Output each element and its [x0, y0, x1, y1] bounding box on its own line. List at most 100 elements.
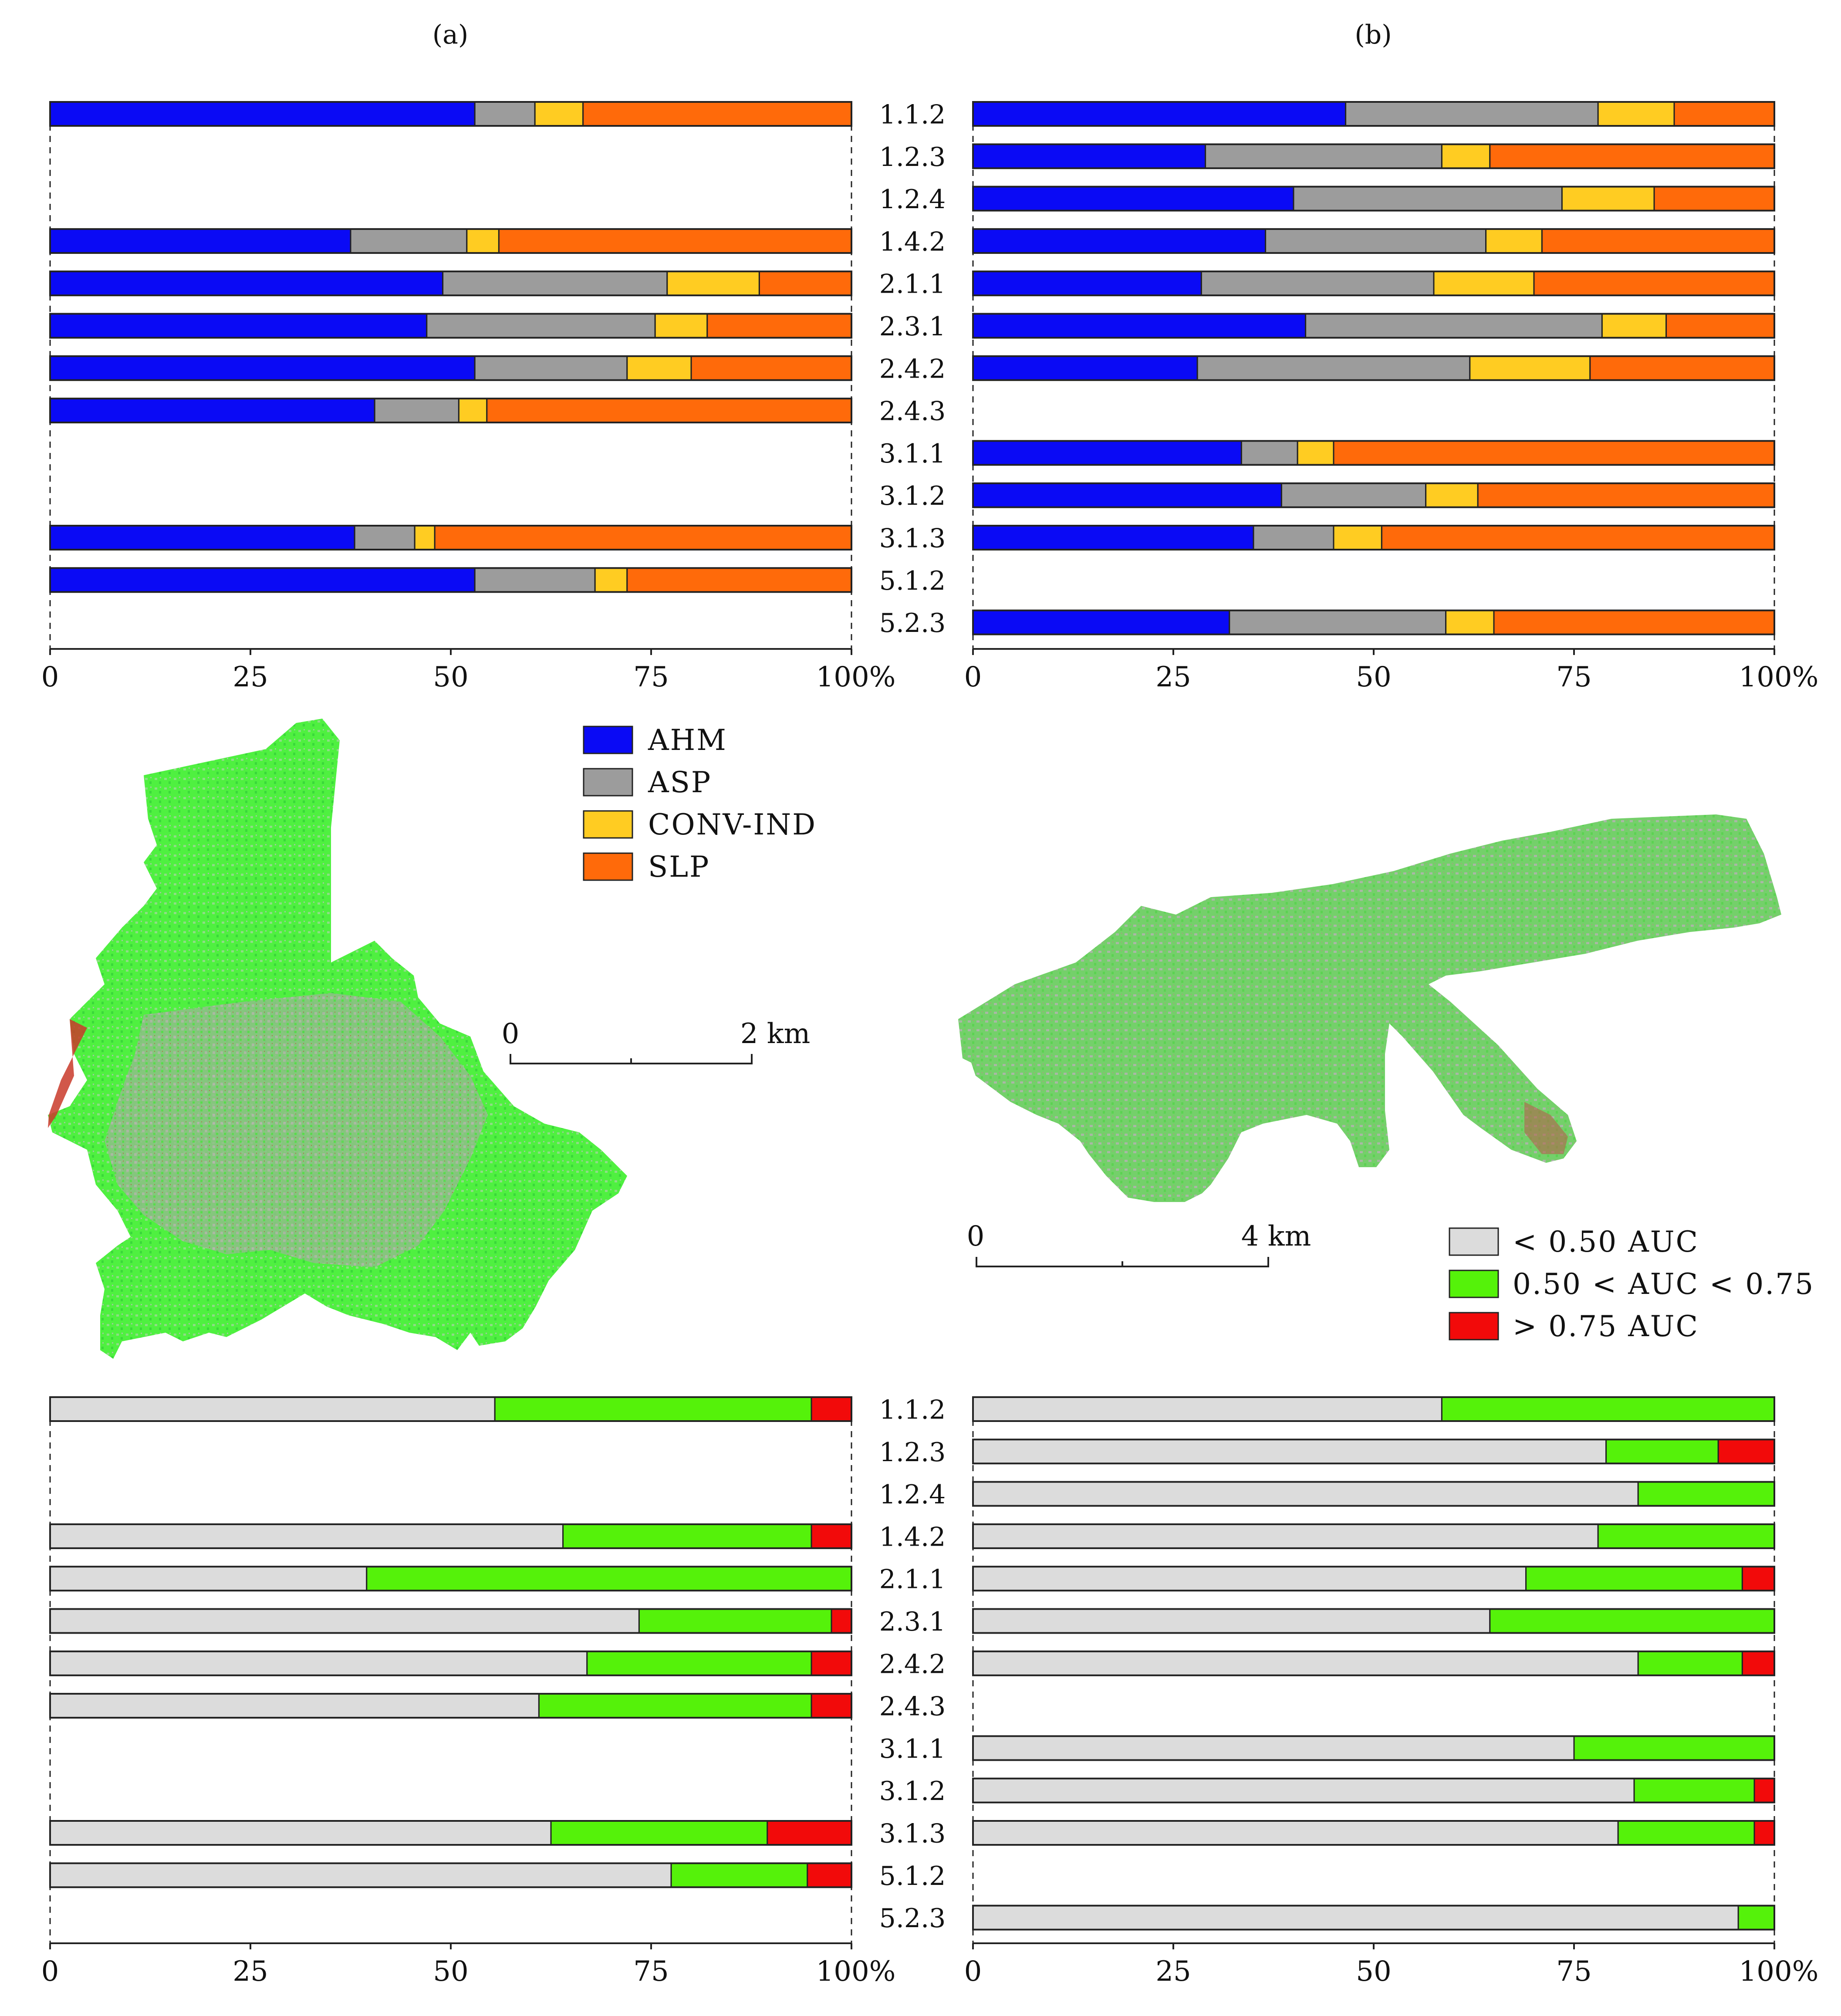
bar-b-top-1-4-2-slp	[1541, 228, 1775, 254]
bar-outline-b-top-1-1-2	[972, 101, 1775, 127]
bar-b-top-3-1-1-asp	[1240, 440, 1298, 466]
bar-a-bottom-2-4-3-0-50-auc	[49, 1693, 540, 1719]
category-label-5-1-2: 5.1.2	[879, 1861, 946, 1891]
bar-b-top-3-1-2-slp	[1477, 483, 1775, 508]
x-tick-label-a-top-3: 75	[633, 661, 669, 693]
bar-a-top-1-4-2-ahm	[49, 228, 351, 254]
legend-label-lt050: < 0.50 AUC	[1513, 1225, 1699, 1259]
bar-b-top-3-1-3-ahm	[972, 525, 1254, 550]
category-label-3-1-2: 3.1.2	[879, 481, 946, 511]
bar-b-top-5-2-3-ahm	[972, 610, 1230, 635]
map-a-river-edge	[48, 1019, 87, 1128]
bar-b-top-1-1-2-conv-ind	[1597, 101, 1675, 127]
bar-outline-b-bottom-1-2-4	[972, 1481, 1775, 1507]
bar-b-bottom-2-4-2-0-50-auc-0-75	[1637, 1651, 1743, 1676]
bar-a-top-5-1-2-slp	[626, 567, 852, 593]
legend-swatch-ahm	[583, 726, 633, 754]
bar-outline-b-top-1-2-4	[972, 186, 1775, 212]
bar-b-top-3-1-3-conv-ind	[1333, 525, 1382, 550]
legend-item-ahm: AHM	[583, 723, 726, 757]
legend-item-lt050: < 0.50 AUC	[1449, 1225, 1699, 1259]
bar-a-top-2-4-2-conv-ind	[626, 355, 692, 381]
bar-b-top-3-1-3-asp	[1253, 525, 1334, 550]
bar-outline-a-top-2-3-1	[49, 313, 852, 339]
map-b-hotspot	[1524, 1102, 1568, 1154]
bar-a-bottom-2-3-1-0-50-auc-0-75	[638, 1608, 832, 1634]
bar-a-bottom-3-1-3-0-50-auc	[49, 1820, 552, 1846]
bar-a-top-2-4-2-asp	[474, 355, 628, 381]
chart-a-bottom: 0 25 50 75 100%	[41, 1396, 895, 1988]
bar-b-top-3-1-1-slp	[1333, 440, 1775, 466]
bar-b-top-5-2-3-slp	[1493, 610, 1775, 635]
bar-outline-a-top-1-4-2	[49, 228, 852, 254]
bar-outline-b-top-2-4-2	[972, 355, 1775, 381]
bar-outline-b-top-3-1-1	[972, 440, 1775, 466]
x-tick-label-b-bottom-4: 100%	[1739, 1955, 1819, 1988]
bar-a-top-2-4-3-conv-ind	[458, 398, 488, 423]
bar-outline-b-bottom-1-4-2	[972, 1523, 1775, 1549]
bar-b-top-3-1-2-ahm	[972, 483, 1282, 508]
bar-a-bottom-2-1-1-0-50-auc	[49, 1566, 368, 1591]
scale-a-start: 0	[502, 1018, 520, 1050]
bar-b-bottom-2-1-1-0-50-auc-0-75	[1525, 1566, 1743, 1591]
legend-swatch-gt075	[1449, 1312, 1499, 1341]
bar-a-top-1-1-2-asp	[474, 101, 536, 127]
bar-b-top-3-1-1-ahm	[972, 440, 1242, 466]
category-label-1-2-3: 1.2.3	[879, 1437, 946, 1468]
bar-a-top-2-3-1-conv-ind	[654, 313, 708, 338]
legend-swatch-conv-ind	[583, 810, 633, 839]
legend-item-asp: ASP	[583, 766, 710, 799]
bar-b-top-3-1-3-slp	[1381, 525, 1775, 550]
map-a	[48, 719, 627, 1359]
x-tick-label-b-bottom-1: 25	[1155, 1955, 1191, 1988]
bar-b-bottom-2-1-1-0-75-auc	[1741, 1566, 1775, 1591]
bar-b-bottom-1-1-2-0-50-auc	[972, 1396, 1442, 1422]
category-label-3-1-1: 3.1.1	[879, 1734, 946, 1764]
bar-b-top-2-4-2-conv-ind	[1469, 355, 1591, 381]
category-label-1-2-3: 1.2.3	[879, 142, 946, 172]
x-tick-label-b-bottom-3: 75	[1556, 1955, 1591, 1988]
bar-a-top-1-4-2-asp	[350, 228, 468, 254]
bar-b-top-5-2-3-asp	[1229, 610, 1447, 635]
bar-b-top-2-1-1-asp	[1200, 270, 1435, 296]
bar-outline-a-top-1-1-2	[49, 101, 852, 127]
category-label-3-1-1: 3.1.1	[879, 439, 946, 469]
bar-a-top-5-1-2-conv-ind	[594, 567, 628, 593]
scale-b-end: 4 km	[1241, 1220, 1311, 1253]
bar-a-top-1-4-2-conv-ind	[466, 228, 500, 254]
bar-b-bottom-1-4-2-0-50-auc-0-75	[1597, 1523, 1775, 1549]
bar-outline-a-top-3-1-3	[49, 525, 852, 550]
panel-title-a: (a)	[432, 20, 469, 50]
bar-b-top-3-1-2-conv-ind	[1425, 483, 1479, 508]
x-tick-label-b-top-3: 75	[1556, 661, 1591, 693]
bar-a-bottom-3-1-3-0-50-auc-0-75	[550, 1820, 768, 1846]
bar-a-top-2-1-1-slp	[758, 270, 852, 296]
bar-b-top-1-1-2-slp	[1673, 101, 1775, 127]
bar-a-bottom-5-1-2-0-75-auc	[807, 1862, 852, 1888]
bar-a-top-2-1-1-asp	[442, 270, 668, 296]
bar-b-bottom-1-2-3-0-50-auc-0-75	[1605, 1439, 1719, 1464]
bar-b-top-2-4-2-ahm	[972, 355, 1198, 381]
bar-a-bottom-2-1-1-0-50-auc-0-75	[366, 1566, 852, 1591]
bar-b-top-3-1-2-asp	[1280, 483, 1427, 508]
bar-b-bottom-3-1-2-0-50-auc	[972, 1778, 1635, 1803]
bar-b-bottom-1-1-2-0-50-auc-0-75	[1441, 1396, 1775, 1422]
bar-b-bottom-5-2-3-0-50-auc-0-75	[1737, 1905, 1775, 1931]
bar-a-top-1-1-2-conv-ind	[534, 101, 584, 127]
bar-a-top-2-1-1-conv-ind	[666, 270, 760, 296]
bar-outline-a-bottom-2-3-1	[49, 1608, 852, 1634]
bar-b-top-2-3-1-conv-ind	[1601, 313, 1667, 338]
bar-b-top-1-2-4-asp	[1293, 186, 1563, 212]
bar-a-top-2-1-1-ahm	[49, 270, 444, 296]
bar-outline-a-top-2-1-1	[49, 270, 852, 297]
bar-b-bottom-3-1-3-0-50-auc	[972, 1820, 1619, 1846]
bar-b-top-5-2-3-conv-ind	[1445, 610, 1495, 635]
bar-outline-b-bottom-1-1-2	[972, 1396, 1775, 1422]
bar-a-top-3-1-3-asp	[354, 525, 415, 550]
x-tick-label-b-top-0: 0	[964, 661, 982, 693]
bar-a-top-5-1-2-asp	[474, 567, 596, 593]
bar-a-bottom-2-3-1-0-75-auc	[831, 1608, 852, 1634]
category-label-2-3-1: 2.3.1	[879, 1607, 946, 1637]
category-label-1-1-2: 1.1.2	[879, 100, 946, 130]
